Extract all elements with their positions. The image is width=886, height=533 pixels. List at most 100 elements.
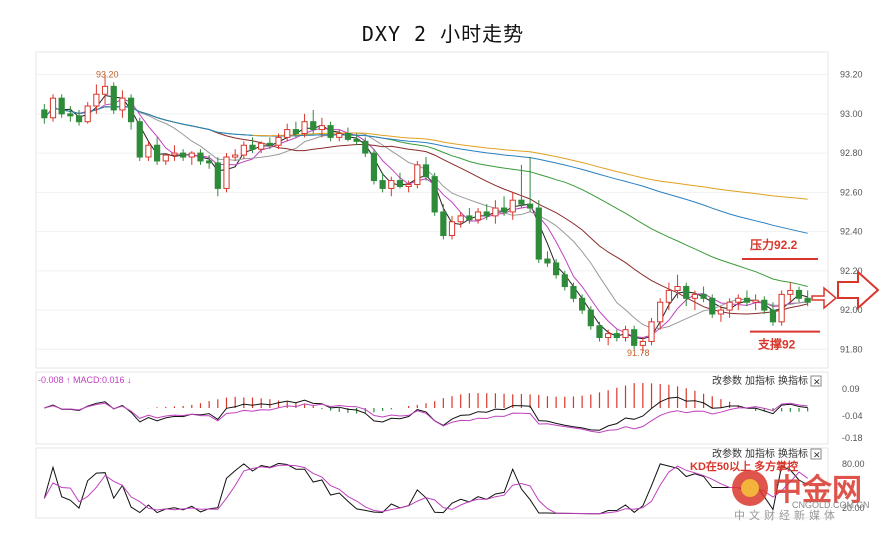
y-tick-label: 92.80 [840,148,863,158]
macd-switch-indicator-button[interactable]: 换指标 [778,374,808,387]
kd-change-params-button[interactable]: 改参数 [712,447,742,460]
watermark-brand: 中金网 [772,473,862,507]
close-icon: ✕ [813,450,821,460]
candle-body [41,109,48,119]
candle-body [93,93,100,107]
candle-body [206,160,213,164]
candle-body [180,152,187,158]
candle-body [526,203,534,209]
candle-body [258,142,265,150]
y-tick-label: 93.00 [840,109,863,119]
candle-body [110,85,117,111]
ma-line [43,105,808,287]
candle-body [474,211,482,221]
candle-body [396,180,404,187]
candle-body [769,309,777,323]
candle-body [145,144,152,158]
macd-add-indicator-button[interactable]: 加指标 [745,374,775,387]
resistance-label: 压力92.2 [750,237,798,252]
kd-close-button[interactable] [810,448,822,460]
candle-body [544,258,551,264]
y-tick-label: 92.60 [840,187,863,197]
candle-body [336,132,343,138]
candle-body [726,301,733,311]
high-label: 93.20 [96,70,119,80]
kd-add-indicator-button[interactable]: 加指标 [745,447,775,460]
candle-body [674,286,681,291]
macd-tick-label: -0.04 [842,411,863,421]
candle-body [500,207,508,213]
macd-line [44,396,808,431]
candle-body [275,136,282,146]
candle-body [362,140,369,154]
candle-body [691,293,699,299]
candle-body [648,321,655,342]
d-line [43,464,808,515]
candle-body [75,115,83,123]
logo-icon-inner [741,479,759,497]
price-grid [36,74,828,350]
candle-body [284,129,291,138]
macd-indicator [44,383,809,434]
y-tick-label: 92.00 [840,305,863,315]
candle-body [483,211,490,217]
macd-tick-label: 0.09 [842,384,860,394]
macd-legend: -0.008 ↑ MACD:0.016 ↓ [38,375,132,385]
ma-line [43,105,808,234]
y-tick-label: 91.80 [840,344,863,354]
candle-body [448,221,456,237]
candle-body [639,340,646,346]
candle-body [700,293,707,299]
candle-body [570,286,577,299]
candle-body [136,121,143,158]
y-tick-label: 92.20 [840,266,863,276]
candle-body [553,262,560,276]
kd-switch-indicator-button[interactable]: 换指标 [778,447,808,460]
low-label: 91.78 [627,348,650,358]
candle-body [778,293,785,323]
candle-body [466,215,473,221]
candle-body [457,215,464,223]
candle-body [327,125,334,138]
candle-body [153,144,161,162]
kd-axis: 80.00 20.00 [842,459,865,513]
macd-close-button[interactable] [810,375,822,387]
candle-body [232,154,239,158]
kd-panel-frame [35,447,829,519]
candle-body [162,154,169,162]
candle-body [240,144,247,156]
watermark: 中金网 CNGOLD.COM.CN 中文财经新媒体 [732,470,870,522]
macd-axis: 0.09 -0.04 -0.18 [842,384,863,443]
candle-body [587,309,594,327]
right-arrow-icon [837,269,880,311]
chart-title: DXY 2 小时走势 [361,22,525,46]
macd-change-params-button[interactable]: 改参数 [712,374,742,387]
right-arrow-icon [811,286,838,310]
y-tick-label: 93.20 [840,70,863,80]
kd-tick-label: 80.00 [842,459,865,469]
candle-body [197,152,204,162]
candle-body [709,297,716,315]
candle-body [414,164,421,185]
y-tick-label: 92.40 [840,227,863,237]
candle-body [613,333,620,339]
candle-body [717,309,725,315]
candle-body [223,156,230,189]
candle-body [492,207,499,217]
candle-body [622,329,629,339]
candle-body [127,97,135,123]
candle-body [665,289,672,303]
candle-body [301,121,308,134]
kd-tick-label: 20.00 [842,503,865,513]
candle-body [171,152,178,156]
candle-body [440,211,447,237]
candle-body [344,132,352,140]
macd-tick-label: -0.18 [842,433,863,443]
kd-annotation: KD在50以上 多方掌控 [690,459,798,473]
candle-body [431,176,438,213]
candle-body [579,297,586,311]
watermark-domain: CNGOLD.COM.CN [792,500,870,510]
candle-body [509,199,516,213]
candle-body [214,162,221,189]
